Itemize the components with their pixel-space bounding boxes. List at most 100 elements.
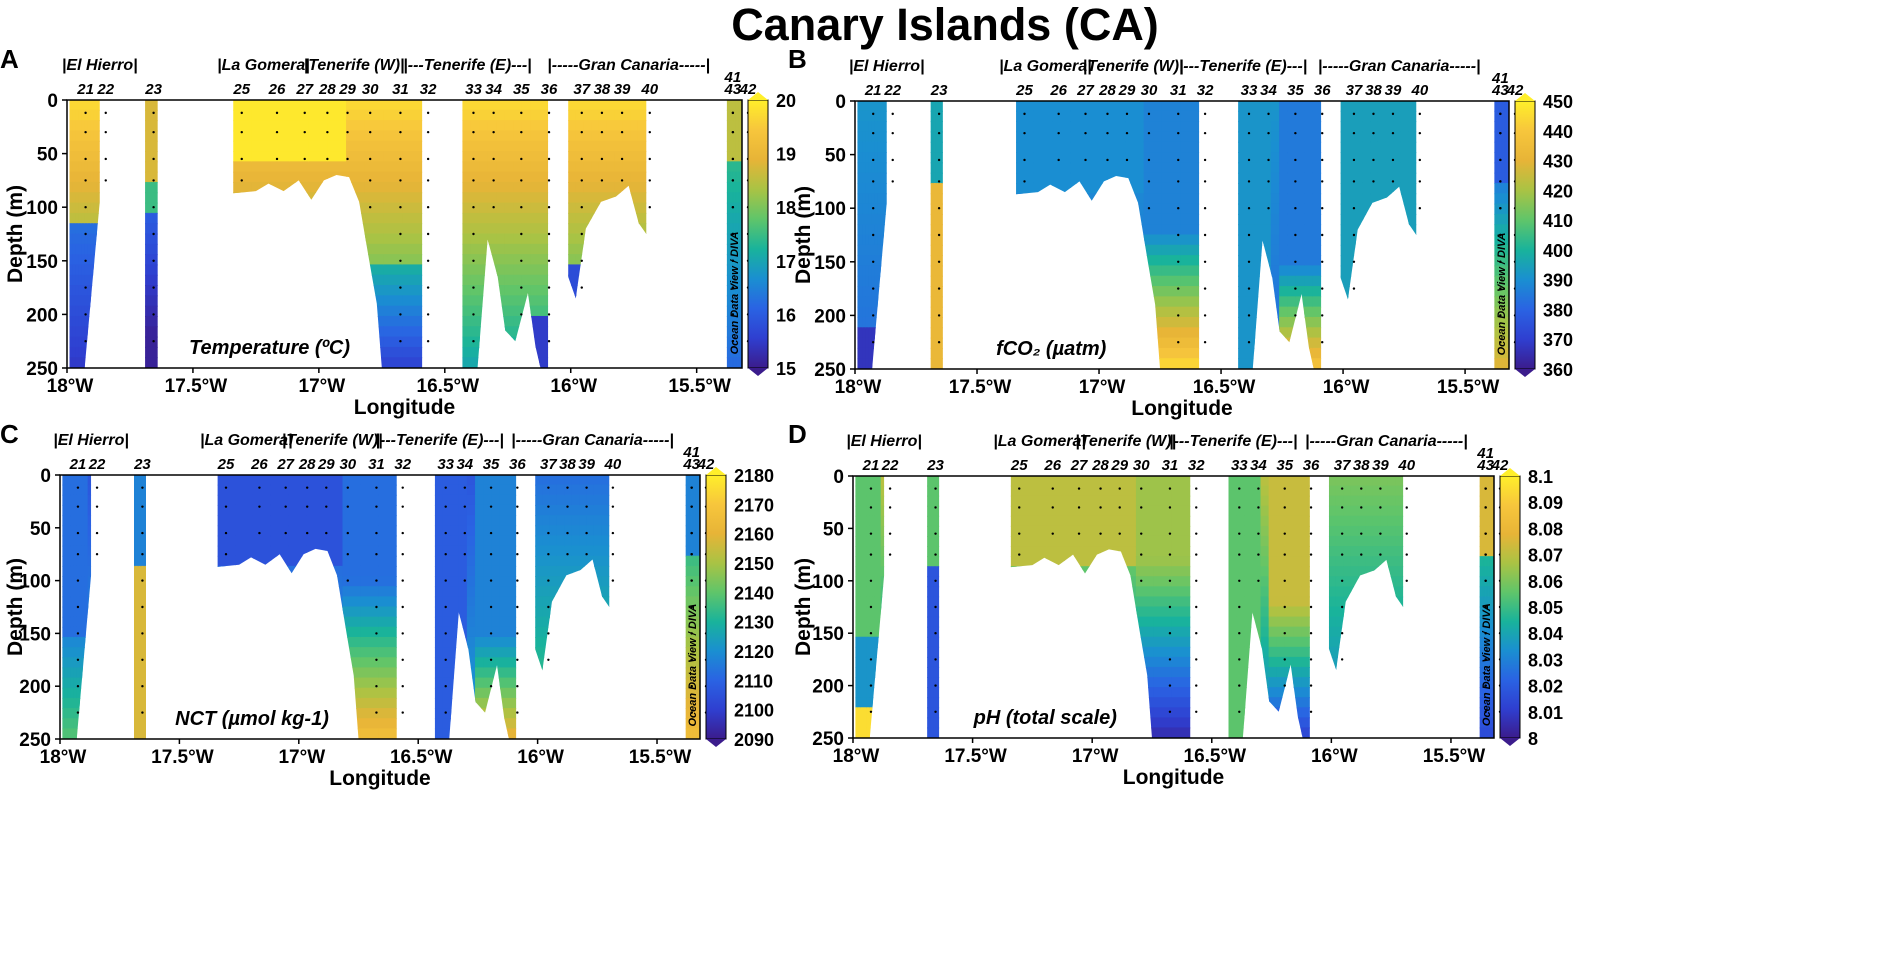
field-cell (513, 171, 523, 183)
field-cell (81, 346, 86, 359)
station-dot (1352, 207, 1356, 210)
station-dot (620, 157, 624, 161)
field-cell (144, 708, 146, 720)
station-dot (492, 130, 495, 134)
field-cell (135, 636, 139, 649)
field-cell (931, 265, 934, 277)
field-cell (530, 130, 540, 142)
field-cell (67, 494, 72, 506)
field-cell (939, 141, 943, 154)
field-cell (931, 327, 934, 339)
field-cell (1362, 172, 1372, 184)
field-cell (568, 151, 577, 163)
field-cell (378, 657, 397, 669)
field-cell (308, 151, 329, 163)
field-cell (62, 728, 66, 739)
field-cell (81, 233, 86, 245)
station-dot (152, 340, 155, 343)
field-cell (87, 494, 92, 506)
field-cell (1238, 234, 1247, 246)
field-cell (1107, 101, 1127, 112)
field-cell (883, 182, 887, 195)
field-cell (730, 233, 734, 245)
field-cell (932, 244, 935, 257)
field-cell (521, 100, 532, 111)
field-cell (1287, 193, 1297, 205)
field-cell (308, 161, 329, 173)
field-cell (733, 233, 737, 245)
colorbar-tick-label: 430 (1543, 152, 1573, 172)
field-cell (530, 305, 540, 317)
field-cell (308, 100, 329, 111)
field-cell (1377, 162, 1387, 174)
field-cell (583, 130, 593, 142)
field-cell (1496, 182, 1500, 195)
field-cell (470, 346, 481, 359)
field-cell (79, 576, 83, 588)
field-cell (739, 346, 742, 359)
field-cell (939, 224, 943, 236)
field-cell (289, 140, 310, 153)
field-cell (932, 121, 935, 133)
field-cell (871, 131, 876, 143)
field-cell (78, 346, 83, 359)
field-cell (378, 616, 397, 628)
field-cell (470, 233, 481, 245)
field-cell (530, 120, 540, 132)
field-cell (862, 327, 867, 339)
field-cell (688, 687, 691, 699)
station-dot (1084, 112, 1087, 116)
field-cell (1340, 101, 1349, 112)
field-cell (549, 484, 558, 496)
field-cell (150, 315, 154, 328)
field-cell (346, 120, 366, 132)
field-cell (535, 626, 544, 638)
field-cell (733, 109, 737, 122)
field-cell (141, 657, 145, 669)
field-cell (442, 535, 452, 547)
field-cell (140, 647, 143, 659)
field-cell (938, 182, 941, 195)
station-dot (600, 179, 604, 182)
field-cell (571, 504, 581, 517)
field-cell (865, 101, 870, 112)
field-cell (499, 525, 509, 537)
field-cell (143, 555, 146, 567)
station-dot (152, 286, 155, 289)
field-cell (233, 161, 253, 173)
field-cell (591, 120, 600, 132)
field-cell (874, 193, 879, 205)
field-cell (1161, 358, 1182, 369)
field-cell (139, 657, 142, 669)
station-dot (937, 112, 941, 116)
field-cell (521, 109, 532, 122)
field-cell (689, 484, 692, 496)
field-cell (939, 275, 943, 288)
field-cell (483, 515, 493, 527)
field-cell (865, 327, 870, 339)
field-cell (568, 181, 577, 194)
field-cell (598, 192, 608, 204)
station-dot (1247, 233, 1251, 237)
field-cell (1362, 141, 1372, 154)
field-cell (1262, 162, 1272, 174)
field-cell (479, 161, 489, 173)
field-cell (78, 254, 83, 266)
field-cell (1499, 193, 1503, 205)
field-cell (402, 326, 423, 338)
field-cell (402, 305, 423, 317)
field-cell (1312, 255, 1322, 267)
field-cell (933, 316, 937, 329)
station-dot (1352, 112, 1356, 116)
field-cell (1161, 224, 1182, 236)
field-cell (69, 202, 74, 214)
field-cell (1501, 358, 1504, 369)
field-cell (148, 100, 151, 111)
field-cell (571, 475, 581, 486)
field-cell (568, 109, 577, 122)
field-cell (87, 535, 92, 547)
field-cell (688, 728, 691, 739)
field-cell (530, 223, 540, 235)
field-cell (871, 275, 876, 288)
field-cell (1262, 131, 1272, 143)
